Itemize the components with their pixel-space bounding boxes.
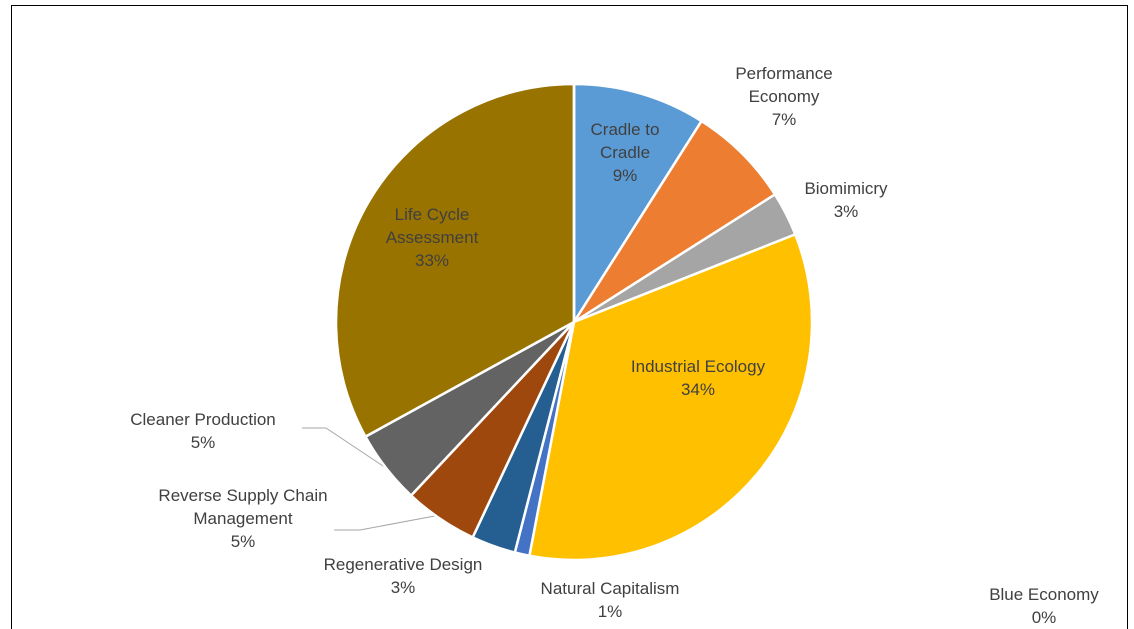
slice-value: 9% xyxy=(612,166,638,185)
slice-value: 5% xyxy=(230,532,256,551)
slice-name: Regenerative Design xyxy=(323,555,483,574)
slice-name: Performance Economy xyxy=(735,64,833,106)
slice-value: 3% xyxy=(390,578,416,597)
slice-value: 0% xyxy=(1031,608,1057,627)
slice-name: Blue Economy xyxy=(989,585,1099,604)
pie xyxy=(334,82,814,562)
data-label: Cleaner Production 5% xyxy=(93,408,313,454)
slice-name: Cleaner Production xyxy=(130,410,276,429)
pie-slice xyxy=(572,119,777,324)
leader-line xyxy=(334,514,441,531)
chart-border xyxy=(11,5,1128,629)
leader-line xyxy=(302,427,387,469)
data-label: Reverse Supply Chain Management 5% xyxy=(128,484,358,553)
data-label: Regenerative Design 3% xyxy=(293,553,513,599)
slice-name: Biomimicry xyxy=(804,179,888,198)
slice-value: 33% xyxy=(414,251,450,270)
pie-slice xyxy=(334,82,576,438)
slice-name: Life Cycle Assessment xyxy=(385,205,479,247)
data-label: Cradle to Cradle 9% xyxy=(575,118,675,187)
slice-name: Industrial Ecology xyxy=(630,357,766,376)
data-label: Natural Capitalism 1% xyxy=(500,577,720,623)
data-label: Biomimicry 3% xyxy=(781,177,911,223)
data-label: Performance Economy 7% xyxy=(729,62,839,131)
slice-name: Cradle to Cradle xyxy=(590,120,660,162)
data-label: Blue Economy 0% xyxy=(964,583,1124,629)
slice-value: 34% xyxy=(680,380,716,399)
pie-slice xyxy=(572,82,703,324)
slice-value: 3% xyxy=(833,202,859,221)
slice-name: Natural Capitalism xyxy=(540,579,680,598)
pie-slice xyxy=(528,233,814,562)
slice-value: 7% xyxy=(771,110,797,129)
slice-value: 1% xyxy=(597,602,623,621)
slice-name: Reverse Supply Chain Management xyxy=(158,486,328,528)
data-label: Life Cycle Assessment 33% xyxy=(372,203,492,272)
slice-value: 5% xyxy=(190,433,216,452)
data-label: Industrial Ecology 34% xyxy=(588,355,808,401)
